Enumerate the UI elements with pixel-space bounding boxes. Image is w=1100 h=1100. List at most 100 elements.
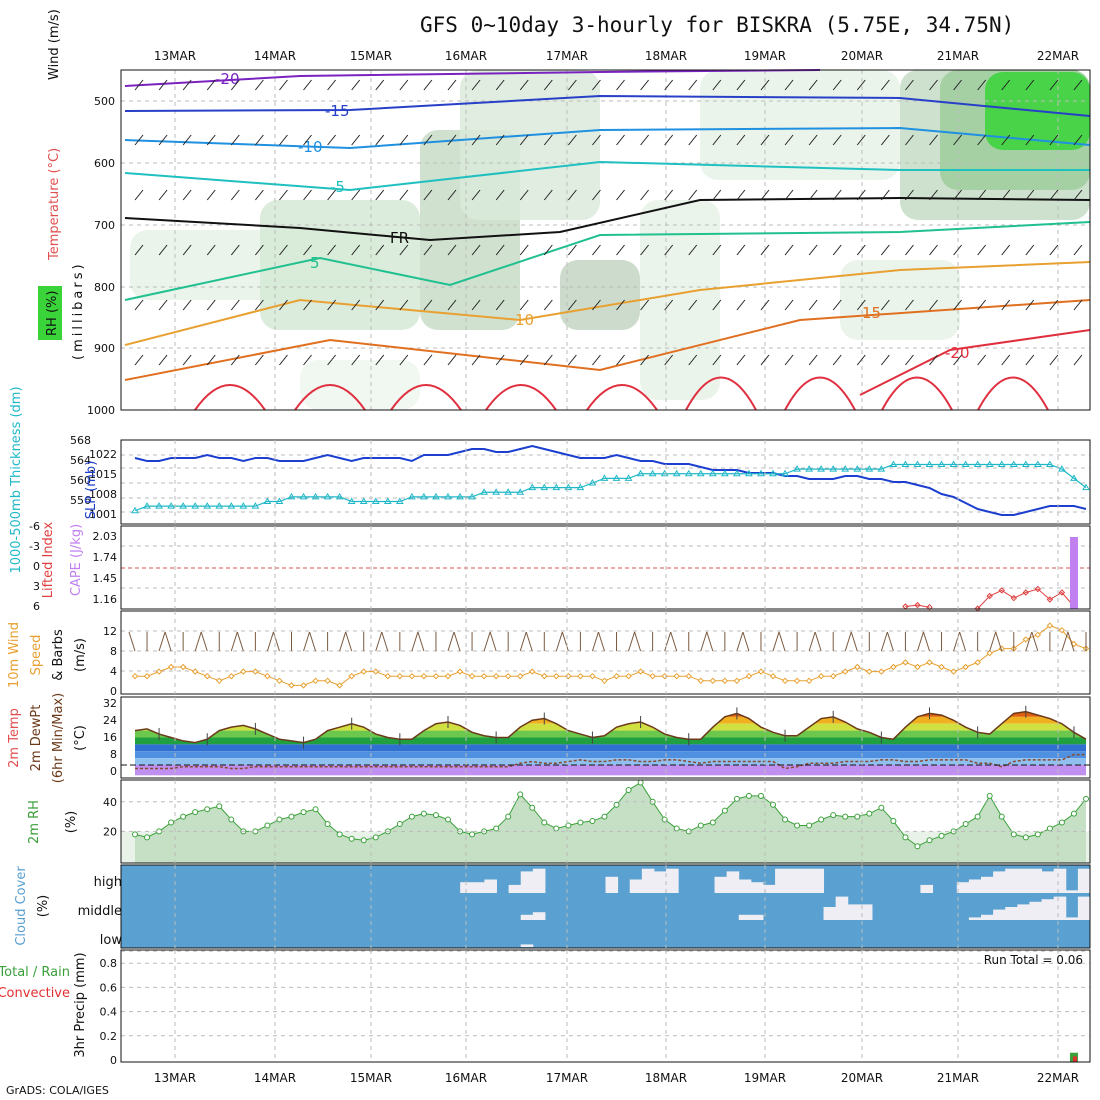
rh-marker (276, 816, 283, 823)
wind-barb-10m (923, 631, 930, 652)
cloud-cell (520, 944, 534, 947)
wind-barb (375, 299, 385, 311)
wind-barb (688, 299, 698, 311)
thickness-marker (155, 502, 163, 509)
thickness-marker (612, 474, 621, 481)
side-label-line: 2m DewPt (29, 705, 44, 772)
wind-barb (1049, 354, 1059, 366)
wind-barb (134, 299, 144, 311)
thickness-marker (468, 492, 476, 500)
date-label-top: 21MAR (937, 49, 979, 63)
wind-barb (519, 134, 529, 146)
wind-speed-marker (878, 668, 885, 675)
wind-barb (832, 354, 842, 366)
cloud-cell (1053, 896, 1067, 920)
cloud-cell (980, 914, 994, 920)
wind-barb (760, 244, 770, 256)
rh-marker (914, 843, 921, 850)
rh-marker (216, 803, 223, 810)
wind-barb (856, 354, 866, 366)
wind-barb (134, 354, 144, 366)
wind-speed-marker (565, 672, 572, 680)
wind-barb (808, 79, 818, 91)
wind-speed-marker (757, 668, 765, 675)
wind-speed-marker (131, 672, 139, 680)
rh-marker (697, 822, 704, 829)
wind-speed-marker (324, 677, 331, 685)
slp-tick: 1001 (89, 508, 117, 521)
wind-barb (206, 354, 216, 366)
rh-shading (260, 200, 420, 330)
wind-barb (134, 79, 144, 91)
wind-barb-10m (628, 631, 636, 652)
wind-barb (254, 189, 264, 201)
wind-barb-10m (447, 631, 455, 652)
rh-marker (300, 809, 307, 816)
wind-barb-10m (700, 631, 708, 652)
rh-marker (228, 816, 235, 823)
warm-arch (977, 376, 1049, 411)
wind-barb (230, 79, 240, 91)
wind-speed-marker (637, 668, 644, 675)
wind-barb (206, 189, 216, 201)
wind-speed-marker (577, 672, 584, 680)
wind-barb (447, 354, 457, 366)
thickness-marker (335, 492, 344, 500)
temp-band (135, 758, 1086, 765)
wind-barb (182, 354, 192, 366)
wind-barb (182, 299, 192, 311)
rh-marker (360, 837, 367, 844)
wind-barb-10m (736, 631, 744, 652)
wind-barb (712, 134, 722, 146)
wind-barb (447, 244, 457, 256)
wind-barb (616, 354, 625, 366)
wind-barb (1049, 189, 1059, 201)
cloud-cell (653, 871, 667, 893)
wind-barb (447, 134, 457, 146)
wind-barb (1001, 244, 1011, 256)
wind-barb (399, 79, 409, 91)
wind-barb (134, 189, 144, 201)
rh-marker (998, 813, 1005, 820)
wind-speed-marker (685, 672, 692, 680)
rh-marker (336, 831, 343, 838)
rh-marker (709, 819, 716, 826)
rh-marker (770, 801, 777, 808)
side-label-line: 3hr Precip (mm) (73, 952, 88, 1057)
isotherm-label: FR (390, 229, 409, 247)
thickness-marker (383, 497, 392, 504)
rh-shading (300, 360, 420, 410)
wind-speed-marker (974, 659, 981, 666)
cloud-cell (738, 914, 752, 920)
wind-barb (447, 79, 457, 91)
wind-barb (736, 299, 746, 311)
wind-barb (880, 134, 890, 146)
cape-panel-frame (120, 525, 1091, 610)
rh-marker (854, 813, 861, 820)
wind-barb (519, 299, 529, 311)
cloud-cell (532, 868, 546, 893)
lifted-index-line (977, 588, 1075, 609)
wind-barb (664, 189, 674, 201)
temp-fill (135, 711, 1086, 776)
isotherm-line (124, 261, 1091, 346)
rh-marker (866, 810, 873, 817)
rh-marker (806, 822, 813, 829)
wind-barb (495, 79, 505, 91)
wind-speed-marker (504, 672, 512, 680)
date-label-top: 22MAR (1037, 49, 1079, 63)
wind-barb-10m (236, 631, 244, 652)
wind-speed-marker (553, 672, 560, 680)
thickness-marker (781, 469, 789, 477)
wind-barb (929, 299, 938, 311)
wind-barb-10m (309, 631, 317, 652)
rh-marker (432, 812, 439, 819)
li-tick: 0 (33, 560, 40, 573)
wind-barb (1073, 79, 1083, 91)
cloud-level-label: middle (78, 904, 122, 919)
wind-barb (375, 244, 385, 256)
slp-line (134, 444, 1087, 516)
wind-speed-marker (962, 663, 969, 671)
wind-barb (230, 354, 240, 366)
